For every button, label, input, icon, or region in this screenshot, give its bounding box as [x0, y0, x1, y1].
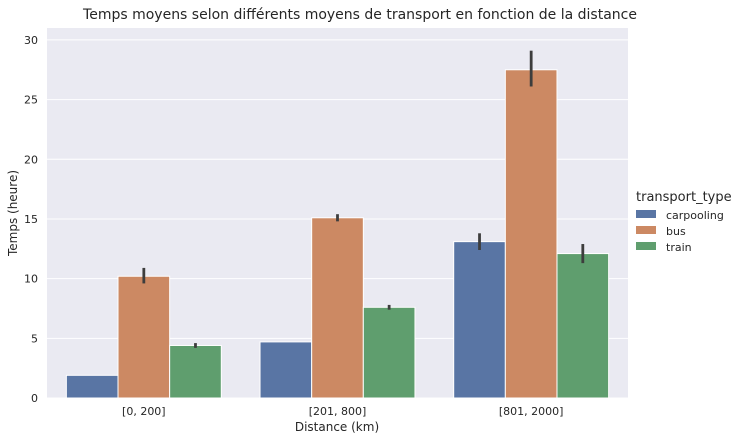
bar-bus — [504, 69, 558, 399]
bar-carpooling — [453, 241, 506, 399]
y-tick-label: 15 — [24, 213, 38, 226]
y-axis-label: Temps (heure) — [6, 170, 20, 257]
legend-swatch-bus — [636, 226, 656, 234]
y-tick-label: 0 — [31, 392, 38, 405]
legend: transport_type carpooling bus train — [636, 190, 732, 254]
y-tick-label: 30 — [24, 34, 38, 47]
legend-swatch-carpooling — [636, 210, 656, 218]
bar-carpooling — [259, 341, 313, 399]
y-tick-label: 20 — [24, 153, 38, 166]
bar-train — [362, 306, 416, 399]
x-tick-label: [801, 2000] — [499, 405, 564, 418]
chart-title: Temps moyens selon différents moyens de … — [82, 7, 637, 23]
bar-carpooling — [65, 374, 119, 399]
bar-train — [169, 344, 222, 399]
bar-bus — [117, 275, 171, 399]
y-tick-label: 10 — [24, 273, 38, 286]
x-tick-label: [201, 800] — [309, 405, 367, 418]
y-tick-label: 25 — [24, 94, 38, 107]
legend-label-train: train — [666, 241, 692, 254]
x-tick-label: [0, 200] — [122, 405, 166, 418]
x-axis-label: Distance (km) — [295, 420, 379, 434]
legend-title: transport_type — [636, 190, 732, 205]
bar-train — [556, 253, 610, 399]
legend-label-bus: bus — [666, 225, 686, 238]
y-tick-label: 5 — [31, 332, 38, 345]
legend-swatch-train — [636, 242, 656, 250]
bar-bus — [311, 217, 364, 399]
legend-label-carpooling: carpooling — [666, 209, 724, 222]
